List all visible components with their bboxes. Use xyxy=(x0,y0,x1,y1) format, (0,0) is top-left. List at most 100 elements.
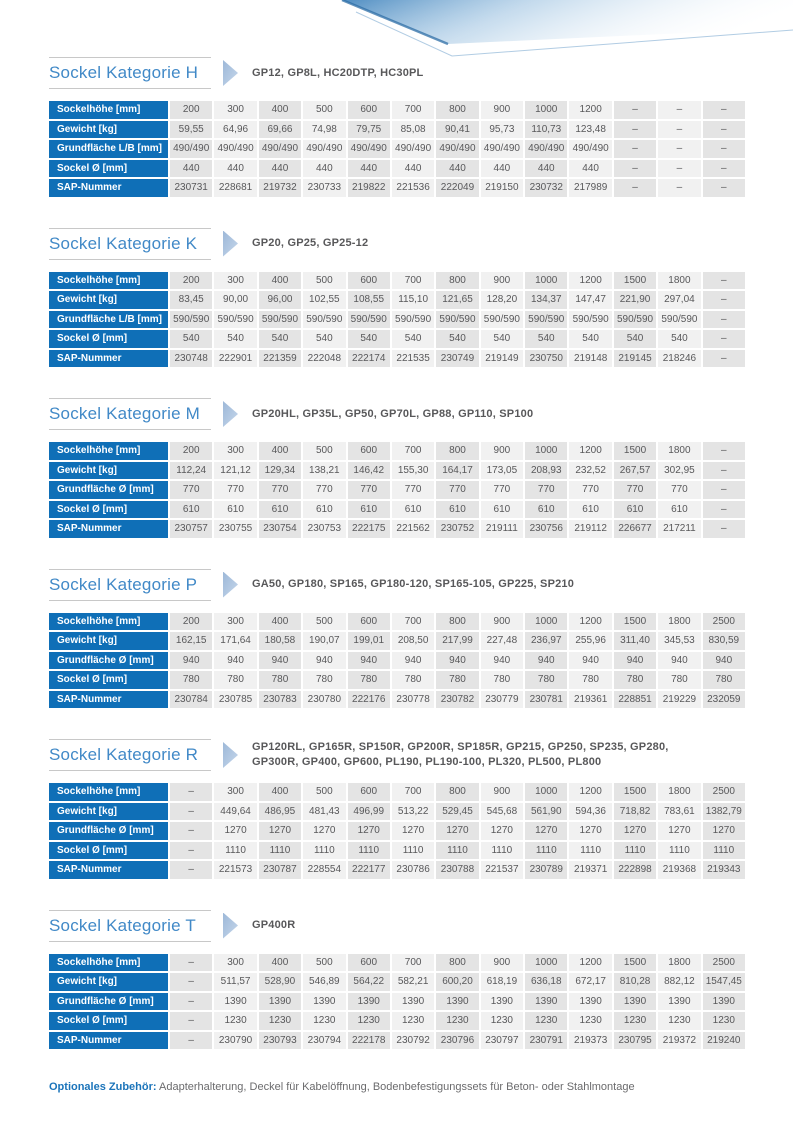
section-k: Sockel Kategorie K GP20, GP25, GP25-12 Soc… xyxy=(49,227,745,367)
product-line: GP20, GP25, GP25-12 xyxy=(252,237,369,249)
table-cell: 490/490 xyxy=(214,140,257,158)
table-cell: 830,59 xyxy=(702,632,745,650)
table-cell: 940 xyxy=(480,651,524,669)
table-cell: 219371 xyxy=(569,861,612,879)
section-header: Sockel Kategorie K GP20, GP25, GP25-12 xyxy=(49,227,745,260)
table-cell: 230783 xyxy=(258,690,302,708)
table-cell: 1390 xyxy=(391,992,435,1010)
table-cell: 940 xyxy=(613,651,657,669)
table-cell: – xyxy=(170,841,213,859)
table-cell: 900 xyxy=(480,953,524,971)
table-cell: 108,55 xyxy=(347,291,390,309)
table-cell: – xyxy=(170,1012,213,1030)
table-cell: 1390 xyxy=(702,992,745,1010)
table-cell: 610 xyxy=(347,500,390,518)
table-cell: 540 xyxy=(525,330,568,348)
table-cell: 1000 xyxy=(525,271,568,289)
table-cell: 1270 xyxy=(258,822,302,840)
table-cell: 780 xyxy=(569,671,612,689)
table-cell: 230732 xyxy=(525,179,568,197)
table-cell: 780 xyxy=(480,671,524,689)
table-cell: 780 xyxy=(525,671,568,689)
table-cell: 219148 xyxy=(569,349,612,367)
table-cell: 219240 xyxy=(702,1031,745,1049)
table-cell: 610 xyxy=(170,500,213,518)
table-cell: 540 xyxy=(303,330,346,348)
row-label: Sockel Ø [mm] xyxy=(49,500,168,518)
table-cell: 138,21 xyxy=(303,461,346,479)
table-cell: 440 xyxy=(214,159,257,177)
table-cell: 200 xyxy=(170,271,213,289)
table-cell: 230733 xyxy=(303,179,346,197)
row-label: Sockel Ø [mm] xyxy=(49,841,168,859)
table-cell: 940 xyxy=(658,651,701,669)
table-cell: 1200 xyxy=(569,271,612,289)
table-cell: 155,30 xyxy=(391,461,435,479)
table-cell: 618,19 xyxy=(480,973,524,991)
table-cell: 940 xyxy=(569,651,612,669)
product-list: GP120RL, GP165R, SP150R, GP200R, SP185R,… xyxy=(252,740,669,770)
table-cell: 230781 xyxy=(525,690,568,708)
section-r: Sockel Kategorie R GP120RL, GP165R, SP150… xyxy=(49,739,745,879)
row-label: Sockel Ø [mm] xyxy=(49,671,168,689)
table-cell: 1547,45 xyxy=(702,973,745,991)
table-cell: 940 xyxy=(303,651,346,669)
table-cell: – xyxy=(170,822,213,840)
table-cell: 540 xyxy=(170,330,213,348)
table-cell: 1800 xyxy=(658,783,701,801)
table-cell: 780 xyxy=(258,671,302,689)
section-title-box: Sockel Kategorie R xyxy=(49,739,211,771)
table-cell: – xyxy=(702,120,745,138)
table-cell: 610 xyxy=(480,500,524,518)
table-cell: 180,58 xyxy=(258,632,302,650)
section-title-box: Sockel Kategorie P xyxy=(49,568,211,601)
row-label: Grundfläche Ø [mm] xyxy=(49,481,168,499)
table-cell: 440 xyxy=(258,159,302,177)
table-cell: 219361 xyxy=(569,690,612,708)
table-cell: 1110 xyxy=(525,841,568,859)
table-cell: 110,73 xyxy=(525,120,568,138)
table-cell: 1110 xyxy=(702,841,745,859)
table-cell: 600 xyxy=(347,271,390,289)
table-cell: 222178 xyxy=(347,1031,390,1049)
table-cell: 882,12 xyxy=(658,973,701,991)
table-cell: 780 xyxy=(170,671,213,689)
table-cell: 219149 xyxy=(480,349,524,367)
spec-table: Sockelhöhe [mm] –300 400 500 600 700 800 900 100… xyxy=(49,953,745,1049)
table-cell: 79,75 xyxy=(347,120,390,138)
table-cell: 230756 xyxy=(525,520,568,538)
table-cell: 123,48 xyxy=(569,120,612,138)
table-cell: 770 xyxy=(569,481,612,499)
row-label: SAP-Nummer xyxy=(49,690,168,708)
table-cell: 594,36 xyxy=(569,802,612,820)
table-cell: 255,96 xyxy=(569,632,612,650)
section-title-box: Sockel Kategorie T xyxy=(49,909,211,942)
table-cell: 230790 xyxy=(214,1031,257,1049)
table-cell: 1230 xyxy=(391,1012,435,1030)
table-cell: 173,05 xyxy=(480,461,524,479)
table-cell: 1270 xyxy=(658,822,701,840)
table-cell: 222176 xyxy=(347,690,390,708)
table-cell: 300 xyxy=(214,783,257,801)
table-cell: 128,20 xyxy=(480,291,524,309)
swoosh-graphic xyxy=(341,0,793,57)
table-cell: 1110 xyxy=(480,841,524,859)
table-cell: 219111 xyxy=(480,520,524,538)
table-cell: 700 xyxy=(391,101,435,119)
table-cell: 297,04 xyxy=(658,291,701,309)
table-cell: 230755 xyxy=(214,520,257,538)
footer-note-text: Adapterhalterung, Deckel für Kabelöffnun… xyxy=(159,1081,635,1093)
table-cell: 700 xyxy=(391,271,435,289)
table-cell: 147,47 xyxy=(569,291,612,309)
table-cell: 590/590 xyxy=(480,310,524,328)
table-cell: 200 xyxy=(170,101,213,119)
table-cell: 800 xyxy=(436,271,479,289)
table-cell: – xyxy=(658,101,701,119)
table-cell: 300 xyxy=(214,271,257,289)
table-cell: 345,53 xyxy=(658,632,701,650)
product-line: GA50, GP180, SP165, GP180-120, SP165-105… xyxy=(252,578,575,590)
table-cell: 217211 xyxy=(658,520,701,538)
table-cell: – xyxy=(613,120,657,138)
table-cell: 230750 xyxy=(525,349,568,367)
section-title: Sockel Kategorie K xyxy=(49,233,198,253)
